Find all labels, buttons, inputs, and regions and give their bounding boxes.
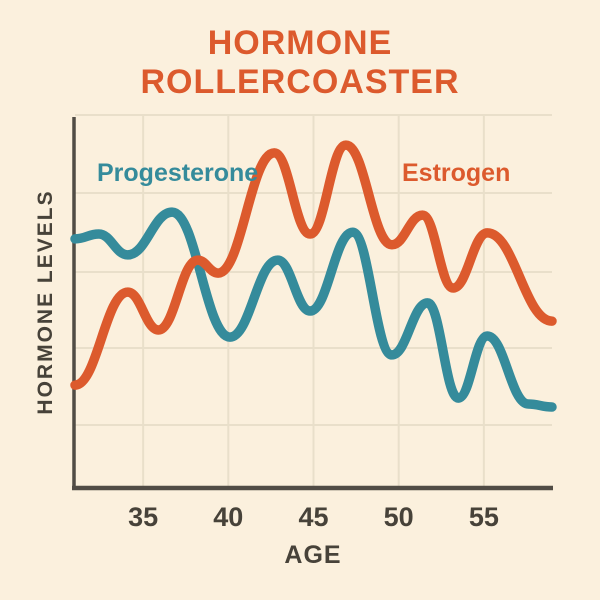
axes — [72, 117, 553, 491]
x-tick-label-35: 35 — [128, 502, 159, 532]
estrogen-line — [70, 140, 557, 390]
x-tick-label-40: 40 — [213, 502, 244, 532]
legend-progesterone: Progesterone — [97, 159, 259, 187]
chart-title: HORMONE ROLLERCOASTER — [0, 24, 600, 102]
series-lines — [70, 140, 557, 412]
legend-estrogen: Estrogen — [402, 159, 511, 187]
x-tick-label-45: 45 — [298, 502, 329, 532]
x-tick-label-55: 55 — [468, 502, 499, 532]
y-axis-label: HORMONE LEVELS — [34, 189, 57, 415]
chart-title-line2: ROLLERCOASTER — [140, 63, 460, 101]
chart-title-line1: HORMONE — [207, 24, 393, 62]
x-axis-label: AGE — [284, 541, 342, 569]
progesterone-line — [70, 207, 557, 412]
x-tick-label-50: 50 — [383, 502, 414, 532]
